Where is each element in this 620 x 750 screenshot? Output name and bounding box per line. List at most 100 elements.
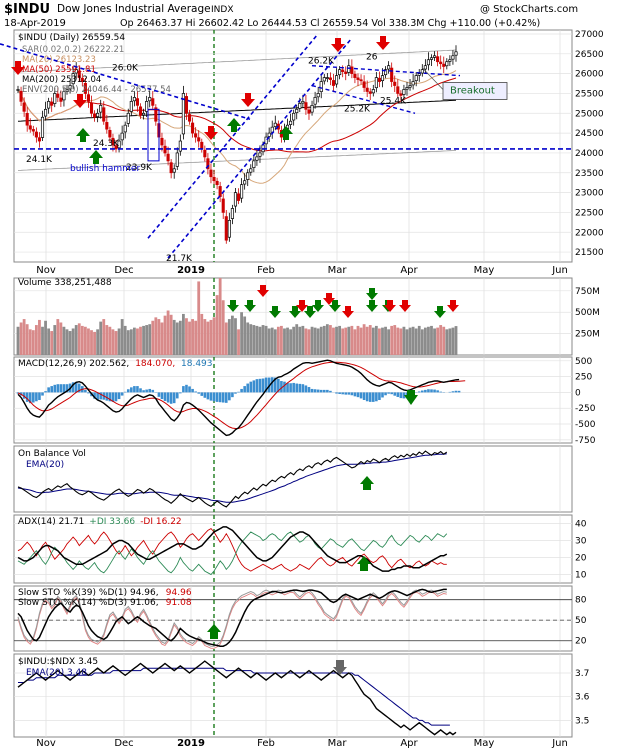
volume-bar: [258, 326, 262, 355]
price-candle: [368, 91, 372, 94]
volume-bar: [191, 319, 194, 355]
volume-bar: [25, 324, 29, 355]
volume-legend: Volume 338,251,488: [18, 278, 112, 288]
sto-y-tick: 20: [575, 637, 587, 647]
plus-di-line: [17, 531, 448, 576]
volume-bar: [41, 326, 44, 355]
price-candle: [218, 186, 222, 197]
volume-bar: [411, 326, 415, 355]
price-candle: [154, 107, 158, 122]
macd-histogram-bar: [240, 388, 243, 393]
macd-histogram-bar: [62, 384, 66, 393]
macd-histogram-bar: [457, 390, 461, 393]
volume-bar: [307, 329, 311, 355]
price-candle: [16, 89, 20, 91]
volume-bar: [136, 328, 139, 355]
volume-bar: [273, 329, 277, 355]
triangle-upper: [311, 64, 461, 77]
macd-histogram-bar: [344, 392, 348, 395]
price-candle: [377, 77, 381, 82]
price-candle: [371, 89, 375, 94]
volume-bar: [194, 320, 198, 355]
relative-sell-arrow: [333, 660, 347, 675]
price-candle: [126, 112, 130, 124]
macd-histogram-bar: [114, 392, 118, 402]
volume-arrow: [447, 300, 459, 312]
rel-y-tick: 3.6: [575, 693, 590, 703]
volume-bar: [62, 326, 66, 355]
price-candle: [175, 152, 179, 167]
price-y-tick: 23500: [575, 169, 604, 179]
volume-bar: [427, 326, 430, 355]
macd-histogram-bar: [261, 378, 265, 393]
adx-legend: -DI 16.22: [140, 517, 181, 527]
price-candle: [439, 61, 443, 65]
macd-histogram-bar: [329, 390, 332, 393]
price-candle: [433, 55, 437, 58]
macd-histogram-bar: [194, 391, 197, 393]
annotation-breakout: Breakout: [450, 85, 495, 96]
volume-bar: [139, 326, 142, 355]
price-buy-arrow: [76, 128, 90, 142]
price-candle: [68, 85, 72, 90]
brand-logo: @ StockCharts.com: [480, 4, 578, 15]
price-candle: [289, 120, 293, 125]
bottom-x-tick-label: Dec: [114, 738, 133, 749]
price-candle: [172, 168, 176, 173]
price-candle: [445, 61, 449, 67]
price-candle: [399, 93, 403, 96]
volume-bar: [280, 325, 283, 355]
price-candle: [396, 86, 400, 94]
volume-bar: [132, 327, 136, 355]
macd-histogram-bar: [384, 392, 387, 396]
macd-histogram-bar: [448, 391, 452, 393]
price-sell-arrow: [11, 61, 25, 75]
volume-bar: [172, 319, 176, 355]
macd-histogram-bar: [319, 389, 323, 393]
volume-bar: [423, 327, 427, 355]
bottom-x-tick-label: 2019: [177, 738, 205, 749]
price-candle: [151, 98, 155, 106]
price-candle: [74, 69, 78, 74]
price-candle: [362, 81, 366, 88]
volume-arrow: [244, 300, 256, 312]
volume-bar: [374, 325, 378, 355]
exchange: INDX: [211, 5, 233, 15]
volume-bar: [362, 324, 366, 355]
obv-frame: [13, 445, 573, 513]
x-tick-label: Dec: [114, 265, 133, 276]
price-candle: [227, 220, 231, 238]
macd-histogram-bar: [430, 389, 433, 393]
price-sell-arrow: [204, 126, 218, 140]
volume-arrow: [269, 306, 281, 318]
price-candle: [123, 124, 127, 133]
annotation: 26: [366, 53, 378, 63]
macd-histogram-bar: [145, 389, 148, 393]
volume-bar: [329, 325, 332, 355]
macd-histogram-bar: [313, 389, 317, 393]
volume-bar: [234, 318, 237, 355]
macd-histogram-bar: [87, 392, 90, 394]
price-candle: [423, 65, 427, 70]
price-candle: [246, 172, 250, 180]
volume-bar: [224, 322, 228, 355]
volume-bar: [160, 322, 164, 355]
macd-histogram-bar: [396, 392, 400, 397]
macd-histogram-bar: [451, 391, 455, 393]
quote-line: Op 26463.37 Hi 26602.42 Lo 26444.53 Cl 2…: [120, 18, 540, 29]
macd-histogram-bar: [175, 392, 179, 399]
volume-bar: [378, 328, 381, 355]
volume-bar: [286, 327, 289, 355]
macd-histogram-bar: [375, 392, 378, 402]
adx-legend: +DI 33.66: [89, 517, 135, 527]
volume-bar: [53, 325, 57, 355]
price-y-tick: 24500: [575, 129, 604, 139]
volume-bar: [227, 319, 231, 355]
macd-histogram-bar: [191, 388, 194, 393]
price-candle: [71, 73, 75, 85]
volume-bar: [200, 313, 204, 355]
volume-bar: [203, 319, 207, 355]
macd-histogram-bar: [356, 392, 360, 398]
volume-bar: [185, 318, 188, 355]
price-candle: [209, 169, 213, 178]
